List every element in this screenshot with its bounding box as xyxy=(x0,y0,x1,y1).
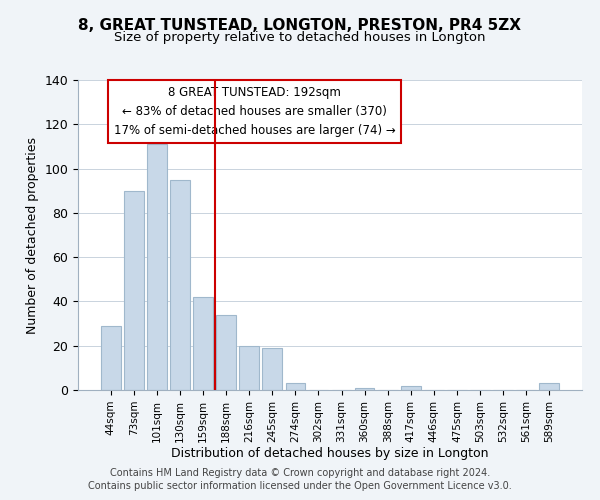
Text: Contains public sector information licensed under the Open Government Licence v3: Contains public sector information licen… xyxy=(88,481,512,491)
Text: 8, GREAT TUNSTEAD, LONGTON, PRESTON, PR4 5ZX: 8, GREAT TUNSTEAD, LONGTON, PRESTON, PR4… xyxy=(79,18,521,32)
Bar xyxy=(101,326,121,390)
Bar xyxy=(355,388,374,390)
Y-axis label: Number of detached properties: Number of detached properties xyxy=(26,136,39,334)
Bar xyxy=(401,386,421,390)
Text: 8 GREAT TUNSTEAD: 192sqm
← 83% of detached houses are smaller (370)
17% of semi-: 8 GREAT TUNSTEAD: 192sqm ← 83% of detach… xyxy=(113,86,395,137)
Bar xyxy=(170,180,190,390)
Bar xyxy=(193,297,213,390)
Bar xyxy=(262,348,282,390)
Text: Contains HM Land Registry data © Crown copyright and database right 2024.: Contains HM Land Registry data © Crown c… xyxy=(110,468,490,477)
X-axis label: Distribution of detached houses by size in Longton: Distribution of detached houses by size … xyxy=(171,448,489,460)
Bar xyxy=(124,190,143,390)
Bar xyxy=(147,144,167,390)
Bar xyxy=(239,346,259,390)
Bar xyxy=(539,384,559,390)
Bar xyxy=(217,314,236,390)
Bar xyxy=(286,384,305,390)
Text: Size of property relative to detached houses in Longton: Size of property relative to detached ho… xyxy=(114,31,486,44)
